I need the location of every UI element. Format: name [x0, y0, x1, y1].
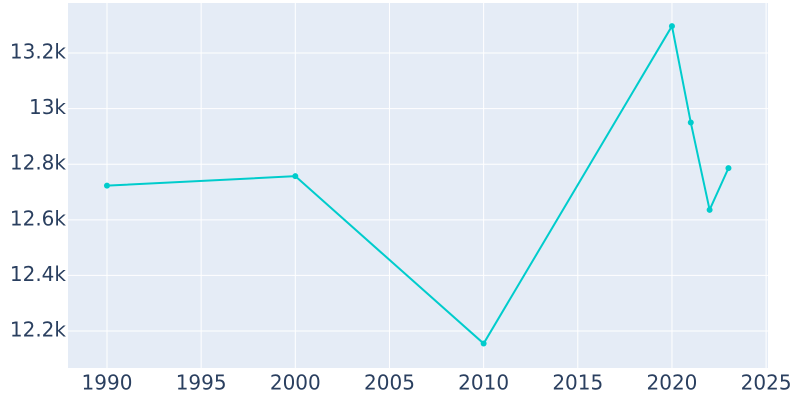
- y-tick-label: 12.2k: [10, 318, 67, 342]
- point: [687, 119, 694, 126]
- point: [706, 206, 713, 213]
- point: [292, 173, 299, 180]
- y-tick-label: 12.4k: [10, 262, 67, 286]
- x-tick-label: 2000: [270, 371, 321, 395]
- x-tick-label: 2015: [552, 371, 603, 395]
- plot-background: [68, 3, 768, 368]
- x-tick-label: 2005: [364, 371, 415, 395]
- y-tick-label: 13.2k: [10, 40, 67, 64]
- x-tick-label: 1990: [82, 371, 133, 395]
- y-tick-label: 13k: [29, 95, 66, 119]
- point: [725, 165, 732, 172]
- x-tick-label: 1995: [176, 371, 227, 395]
- y-tick-label: 12.6k: [10, 206, 67, 230]
- x-tick-label: 2010: [458, 371, 509, 395]
- x-tick-label: 2020: [647, 371, 698, 395]
- y-tick-label: 12.8k: [10, 151, 67, 175]
- point: [480, 340, 487, 347]
- x-tick-label: 2025: [741, 371, 792, 395]
- point: [103, 182, 110, 189]
- point: [668, 23, 675, 30]
